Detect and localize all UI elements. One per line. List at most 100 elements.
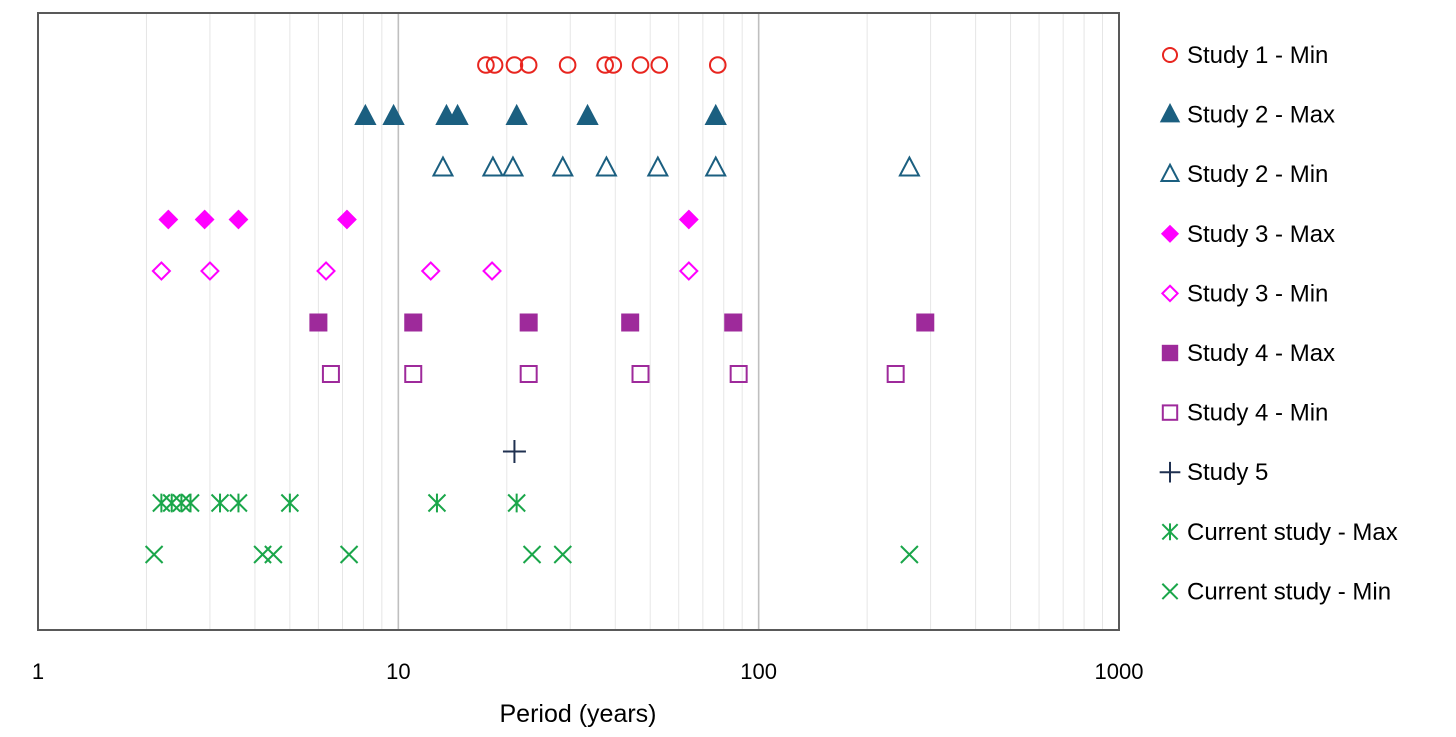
- plot-frame: [37, 12, 1120, 631]
- x-tick-label: 100: [740, 659, 777, 684]
- legend-label: Study 4 - Min: [1187, 400, 1328, 427]
- data-point: [481, 155, 505, 177]
- data-point: [485, 56, 504, 74]
- data-point: [576, 103, 599, 126]
- data-point: [404, 313, 423, 332]
- legend-label: Study 3 - Min: [1187, 280, 1328, 307]
- data-point: [596, 56, 614, 74]
- data-point: [886, 365, 905, 383]
- series-1: [477, 56, 727, 74]
- data-point: [553, 545, 572, 564]
- legend-marker: [1159, 461, 1181, 483]
- data-point: [631, 365, 650, 383]
- data-point: [621, 313, 640, 332]
- legend-marker: [1160, 284, 1180, 303]
- data-point: [144, 545, 164, 564]
- data-point: [900, 545, 919, 564]
- data-point: [172, 493, 191, 513]
- x-tick-label: 1: [32, 659, 44, 684]
- data-point: [678, 209, 699, 230]
- data-point: [519, 313, 538, 332]
- legend-label: Study 5: [1187, 459, 1268, 486]
- data-point: [519, 365, 538, 383]
- data-point: [704, 103, 727, 126]
- data-point: [708, 56, 727, 74]
- data-point: [916, 313, 935, 332]
- data-point: [339, 545, 359, 564]
- legend-item: Current study - Min: [1161, 578, 1391, 605]
- data-point: [519, 56, 538, 74]
- series-2: [354, 103, 727, 126]
- legend-label: Current study - Max: [1187, 519, 1398, 546]
- data-point: [228, 209, 249, 230]
- data-point: [482, 261, 502, 281]
- data-point: [316, 261, 336, 281]
- data-point: [229, 493, 248, 513]
- data-point: [337, 209, 357, 230]
- data-point: [704, 155, 727, 177]
- legend-label: Study 2 - Max: [1187, 102, 1335, 129]
- data-point: [558, 56, 577, 74]
- legend-label: Study 3 - Max: [1187, 221, 1335, 248]
- series-9: [152, 493, 526, 513]
- x-axis-title: Period (years): [500, 700, 657, 728]
- data-point: [604, 56, 623, 74]
- legend-marker: [1161, 344, 1179, 362]
- series-10: [144, 545, 919, 564]
- legend-label: Study 1 - Min: [1187, 42, 1328, 69]
- data-point: [501, 155, 525, 177]
- legend-marker: [1160, 224, 1180, 243]
- data-point: [194, 209, 215, 230]
- data-point: [427, 493, 447, 513]
- data-point: [200, 261, 220, 281]
- data-point: [151, 261, 172, 281]
- legend-item: Current study - Max: [1161, 519, 1398, 546]
- legend-marker: [1161, 583, 1179, 600]
- x-tick-label: 10: [386, 659, 410, 684]
- data-point: [431, 155, 455, 177]
- legend-item: Study 3 - Max: [1160, 221, 1335, 248]
- data-point: [477, 56, 495, 74]
- data-point: [650, 56, 669, 74]
- data-point: [898, 155, 921, 177]
- legend-item: Study 2 - Max: [1159, 102, 1335, 129]
- data-point: [446, 103, 469, 126]
- data-point: [595, 155, 618, 177]
- series-4: [158, 209, 699, 230]
- data-point: [264, 545, 283, 564]
- legend-item: Study 4 - Min: [1161, 400, 1328, 427]
- legend-item: Study 2 - Min: [1159, 161, 1328, 188]
- data-point: [309, 313, 328, 332]
- legend-marker: [1161, 46, 1179, 64]
- legend-marker: [1161, 404, 1179, 421]
- data-point: [678, 261, 699, 281]
- data-point: [382, 103, 405, 126]
- series-3: [431, 155, 921, 177]
- series-5: [151, 261, 699, 281]
- data-point: [507, 493, 526, 513]
- data-point: [646, 155, 669, 177]
- legend-label: Current study - Min: [1187, 578, 1391, 605]
- data-point: [551, 155, 574, 177]
- data-point: [631, 56, 650, 74]
- data-point: [502, 440, 526, 463]
- legend-item: Study 3 - Min: [1160, 280, 1328, 307]
- data-point: [162, 493, 181, 513]
- data-point: [280, 493, 300, 513]
- legend: Study 1 - Min Study 2 - Max Study 2 - Min S…: [1159, 42, 1398, 605]
- legend-marker: [1159, 103, 1181, 123]
- plot-marks: [144, 56, 935, 564]
- legend-marker: [1159, 162, 1181, 183]
- legend-item: Study 1 - Min: [1161, 42, 1328, 69]
- data-point: [404, 365, 423, 383]
- legend-item: Study 4 - Max: [1161, 340, 1335, 367]
- legend-item: Study 5: [1159, 459, 1268, 486]
- legend-marker: [1161, 523, 1179, 541]
- data-point: [724, 313, 743, 332]
- data-point: [321, 365, 340, 383]
- data-point: [505, 103, 528, 126]
- data-point: [505, 56, 524, 74]
- data-point: [158, 209, 179, 230]
